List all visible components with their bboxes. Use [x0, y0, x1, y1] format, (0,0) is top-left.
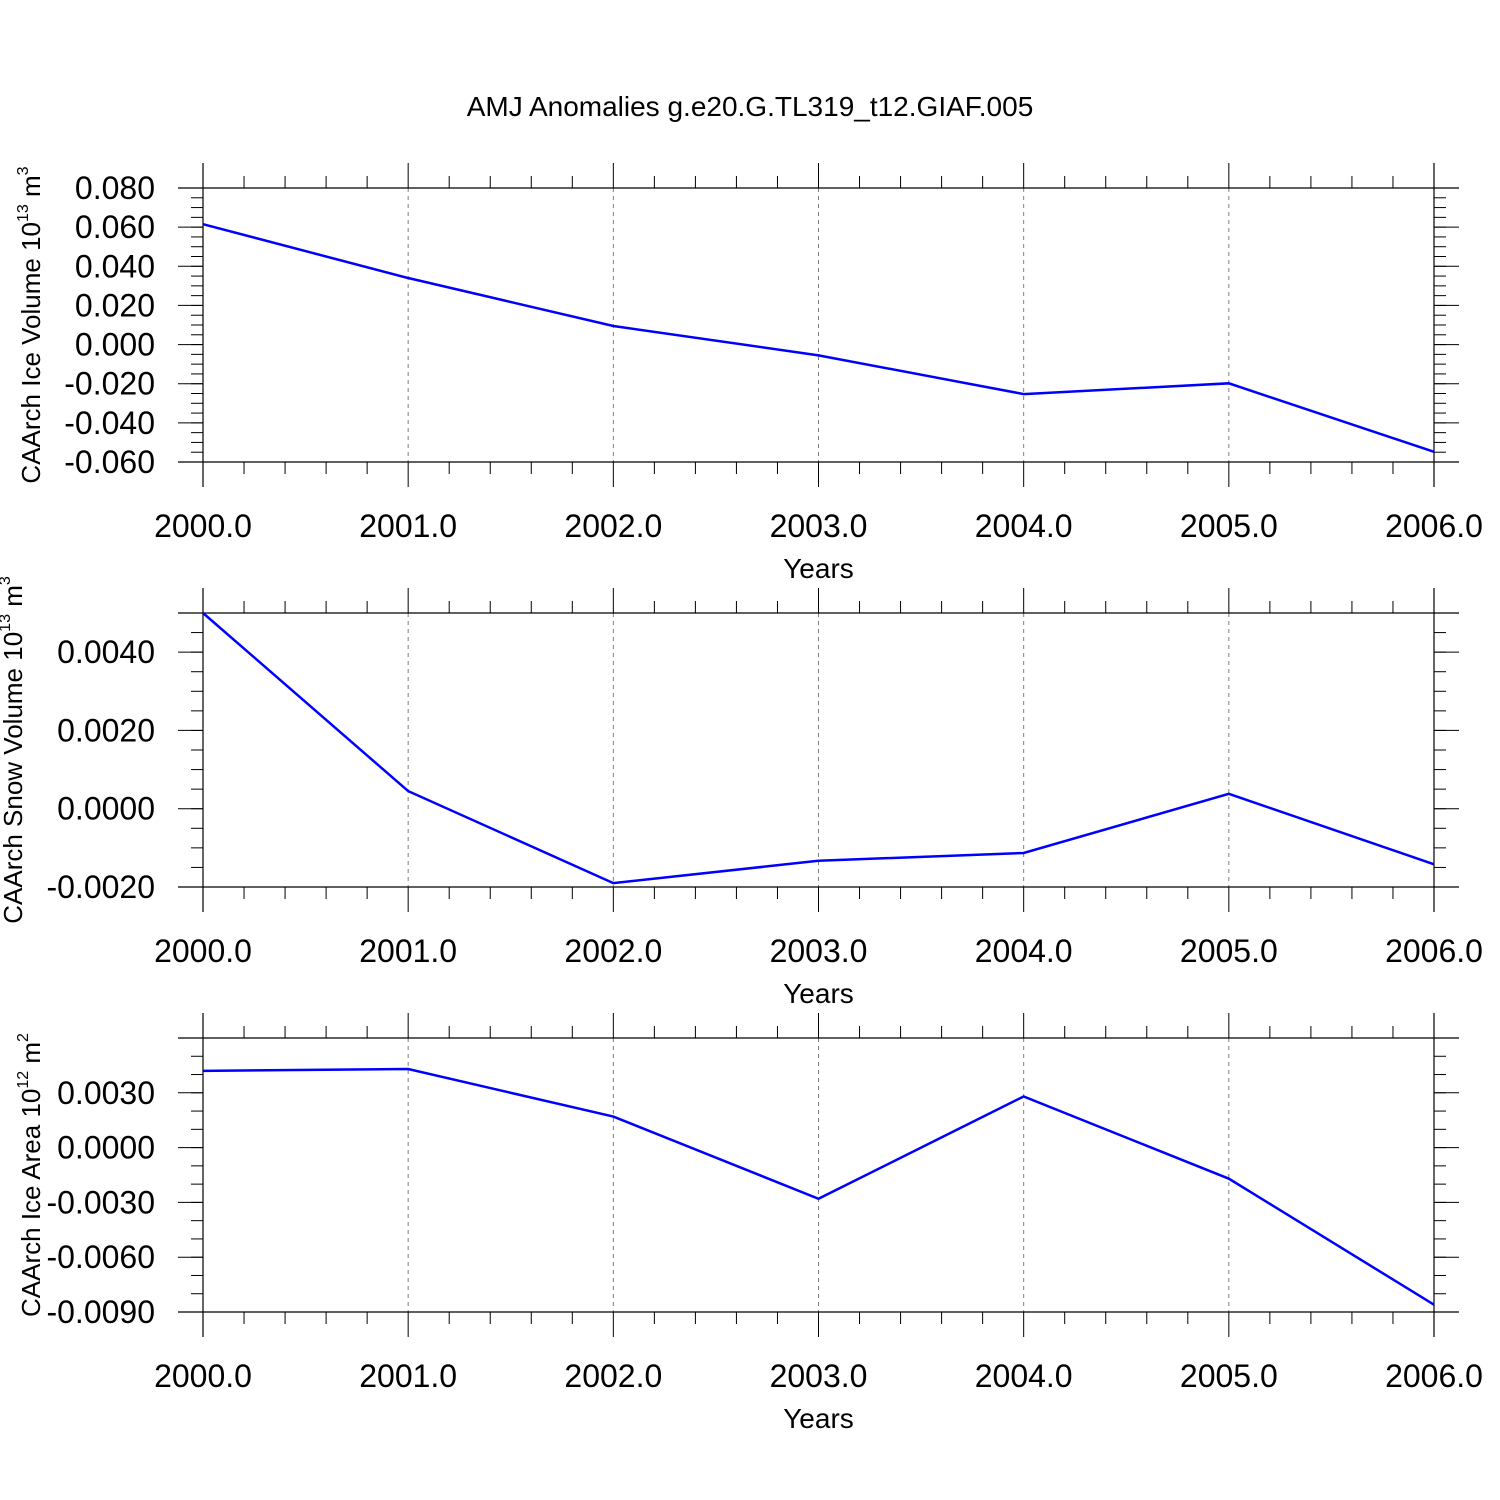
y-tick-label: 0.0030 — [57, 1075, 155, 1111]
x-tick-label: 2004.0 — [975, 508, 1073, 544]
x-tick-label: 2005.0 — [1180, 1358, 1278, 1394]
figure-title: AMJ Anomalies g.e20.G.TL319_t12.GIAF.005 — [467, 91, 1034, 122]
y-tick-label: 0.0020 — [57, 712, 155, 748]
chart-panels: 2000.0 2001.0 2002.0 2003.0 2004.0 2005.0 2006… — [0, 163, 1483, 1434]
y-tick-label: 0.0000 — [57, 791, 155, 827]
y-tick-label: 0.0040 — [57, 634, 155, 670]
y-tick-label: 0.080 — [75, 170, 155, 206]
x-tick-label: 2000.0 — [154, 933, 252, 969]
y-tick-label: 0.0000 — [57, 1130, 155, 1166]
y-tick-label: 0.060 — [75, 209, 155, 245]
x-tick-label: 2003.0 — [770, 1358, 868, 1394]
y-tick-label: 0.000 — [75, 327, 155, 363]
x-axis-label: Years — [783, 553, 854, 584]
x-tick-label: 2003.0 — [770, 508, 868, 544]
x-tick-label: 2005.0 — [1180, 933, 1278, 969]
x-axis-label: Years — [783, 978, 854, 1009]
x-tick-label: 2006.0 — [1385, 508, 1483, 544]
x-tick-label: 2004.0 — [975, 933, 1073, 969]
y-tick-label: -0.0060 — [46, 1239, 155, 1275]
y-axis-label: CAArch Ice Area 1012 m2 — [15, 1033, 46, 1317]
x-tick-label: 2002.0 — [564, 508, 662, 544]
series-line — [202, 222, 1435, 454]
y-tick-label: -0.040 — [64, 405, 155, 441]
y-tick-label: -0.0030 — [46, 1184, 155, 1220]
chart-panel-3: 2000.0 2001.0 2002.0 2003.0 2004.0 2005.0 2006… — [15, 1013, 1483, 1434]
x-tick-label: 2004.0 — [975, 1358, 1073, 1394]
y-tick-label: 0.020 — [75, 287, 155, 323]
x-tick-label: 2006.0 — [1385, 1358, 1483, 1394]
y-axis-label: CAArch Ice Volume 1013 m3 — [15, 166, 46, 483]
x-tick-label: 2002.0 — [564, 1358, 662, 1394]
x-tick-label: 2000.0 — [154, 1358, 252, 1394]
y-tick-label: -0.0020 — [46, 869, 155, 905]
x-tick-label: 2006.0 — [1385, 933, 1483, 969]
y-tick-label: 0.040 — [75, 248, 155, 284]
y-axis-label: CAArch Snow Volume 1013 m3 — [0, 576, 28, 924]
x-axis-label: Years — [783, 1403, 854, 1434]
x-tick-label: 2001.0 — [359, 933, 457, 969]
x-tick-label: 2003.0 — [770, 933, 868, 969]
x-tick-label: 2000.0 — [154, 508, 252, 544]
x-tick-label: 2001.0 — [359, 508, 457, 544]
x-tick-label: 2005.0 — [1180, 508, 1278, 544]
x-tick-label: 2001.0 — [359, 1358, 457, 1394]
y-tick-label: -0.020 — [64, 366, 155, 402]
y-tick-label: -0.0090 — [46, 1294, 155, 1330]
chart-panel-1: 2000.0 2001.0 2002.0 2003.0 2004.0 2005.0 2006… — [15, 163, 1483, 584]
chart-panel-2: 2000.0 2001.0 2002.0 2003.0 2004.0 2005.0 2006… — [0, 576, 1483, 1009]
y-tick-label: -0.060 — [64, 444, 155, 480]
x-tick-label: 2002.0 — [564, 933, 662, 969]
